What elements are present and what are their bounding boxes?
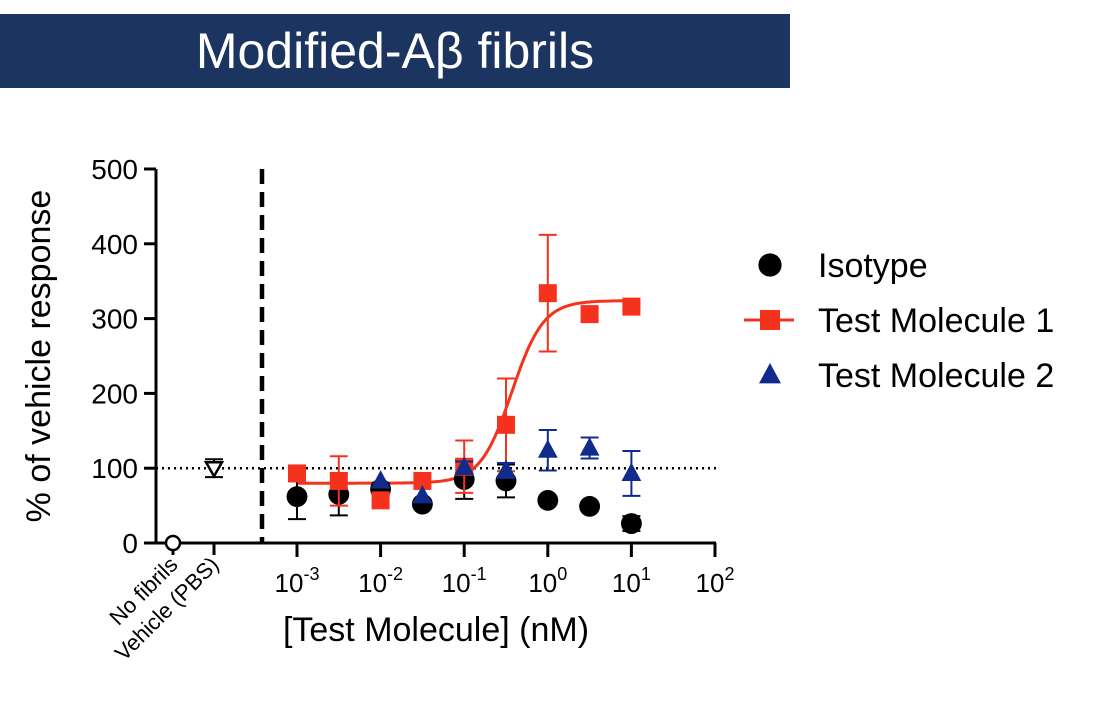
data-point xyxy=(497,415,515,434)
x-tick-label: 10-1 xyxy=(442,564,487,598)
x-tick-label: 101 xyxy=(612,564,651,598)
y-tick-label: 100 xyxy=(91,453,138,484)
x-axis-label: [Test Molecule] (nM) xyxy=(283,611,589,649)
y-tick-label: 400 xyxy=(91,229,138,260)
data-point xyxy=(286,486,308,508)
data-point xyxy=(371,491,390,510)
legend-label: Test Molecule 1 xyxy=(818,302,1054,340)
legend-marker xyxy=(759,363,781,384)
data-point xyxy=(579,495,601,517)
title-banner: Modified-Aβ fibrils xyxy=(0,14,790,88)
y-tick-label: 200 xyxy=(91,378,138,409)
data-point xyxy=(370,470,391,489)
legend-label: Test Molecule 2 xyxy=(818,357,1054,395)
data-point xyxy=(413,471,432,490)
data-point xyxy=(537,489,559,511)
control-point xyxy=(203,460,225,479)
data-point xyxy=(329,471,348,490)
x-tick-label: 100 xyxy=(528,564,567,598)
data-point xyxy=(454,456,475,476)
data-point xyxy=(620,513,642,534)
chart-title: Modified-Aβ fibrils xyxy=(195,23,595,79)
data-point xyxy=(496,459,516,479)
data-point xyxy=(580,305,599,324)
data-point xyxy=(579,437,600,456)
data-point xyxy=(621,462,642,481)
legend-marker xyxy=(760,310,780,330)
y-tick-label: 300 xyxy=(91,304,138,335)
x-tick-label: 10-2 xyxy=(358,564,403,598)
legend-marker xyxy=(758,253,782,277)
x-tick-label: 10-3 xyxy=(275,564,320,598)
data-point xyxy=(288,464,306,483)
data-point xyxy=(538,284,557,303)
data-point xyxy=(412,485,433,504)
legend: Isotype Test Molecule 1 Test Molecule 2 xyxy=(744,247,1054,395)
data-point xyxy=(622,297,641,316)
control-point xyxy=(164,534,182,552)
y-axis-label: % of vehicle response xyxy=(20,190,58,523)
y-tick-label: 0 xyxy=(122,528,138,559)
data-points xyxy=(164,233,642,552)
legend-label: Isotype xyxy=(818,247,928,285)
data-point xyxy=(537,439,558,458)
y-tick-label: 500 xyxy=(91,154,138,185)
x-tick-label: 102 xyxy=(696,564,735,598)
